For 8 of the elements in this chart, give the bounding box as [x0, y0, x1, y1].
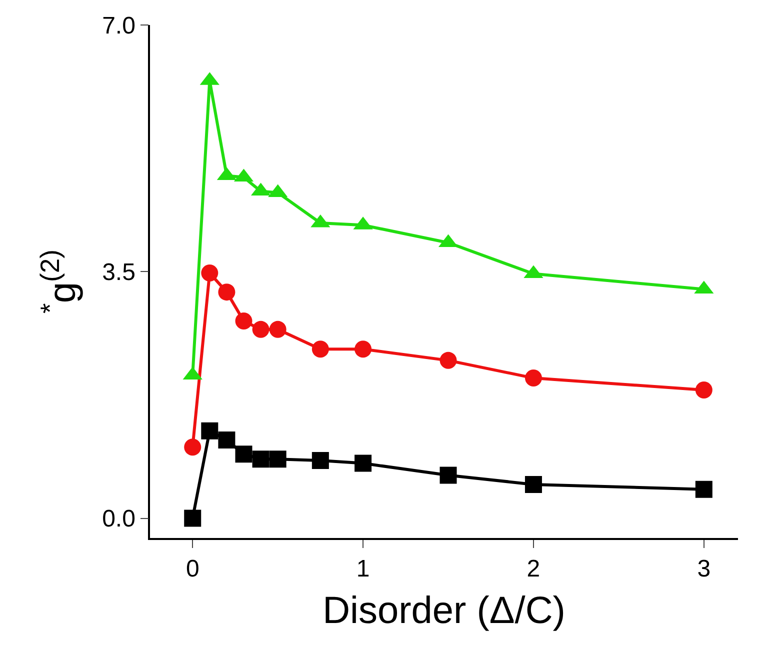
y-tick-label: 3.5: [102, 259, 136, 286]
x-tick-label: 0: [186, 556, 200, 583]
x-axis-title: Disorder (Δ/C): [322, 590, 566, 632]
y-tick-label: 0.0: [102, 506, 136, 533]
x-tick-label: 3: [697, 556, 711, 583]
x-tick-label: 2: [526, 556, 540, 583]
y-tick-label: 7.0: [102, 12, 136, 40]
x-tick-label: 1: [356, 556, 370, 583]
